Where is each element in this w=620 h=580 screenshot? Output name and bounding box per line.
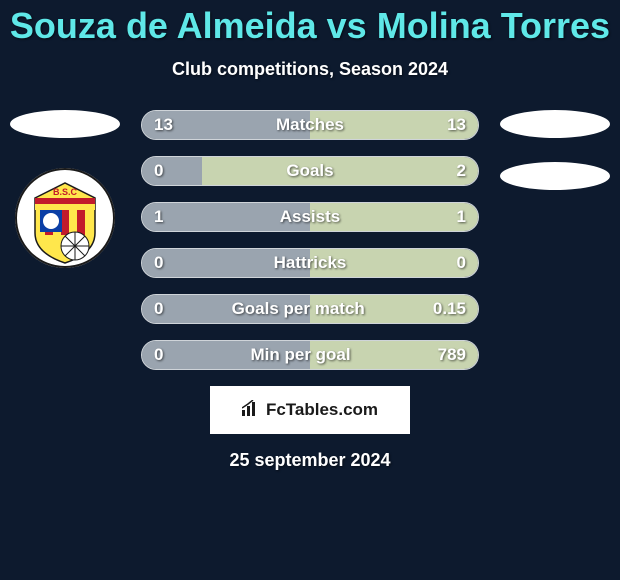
bar-chart-icon (242, 400, 260, 421)
stat-bar: 0Goals per match0.15 (141, 294, 479, 324)
stat-label: Goals per match (163, 299, 432, 319)
stat-value-right: 1 (457, 207, 466, 227)
svg-text:B.S.C: B.S.C (53, 187, 78, 197)
right-player-col (495, 110, 615, 190)
stat-label: Goals (163, 161, 456, 181)
date-line: 25 september 2024 (229, 450, 390, 471)
left-player-name-ellipse (10, 110, 120, 138)
stat-value-right: 13 (447, 115, 466, 135)
stat-value-left: 1 (154, 207, 163, 227)
stat-value-right: 2 (457, 161, 466, 181)
stat-label: Min per goal (163, 345, 437, 365)
stat-bar: 0Min per goal789 (141, 340, 479, 370)
source-logo: FcTables.com (210, 386, 410, 434)
stat-value-right: 0 (457, 253, 466, 273)
subtitle: Club competitions, Season 2024 (172, 59, 448, 80)
stat-bar: 13Matches13 (141, 110, 479, 140)
page-title: Souza de Almeida vs Molina Torres (10, 5, 610, 47)
stat-bar: 0Hattricks0 (141, 248, 479, 278)
stats-bars: 13Matches130Goals21Assists10Hattricks00G… (135, 110, 485, 370)
stat-value-left: 13 (154, 115, 173, 135)
comparison-card: Souza de Almeida vs Molina Torres Club c… (0, 0, 620, 580)
stat-label: Matches (173, 115, 447, 135)
stat-value-right: 0.15 (433, 299, 466, 319)
left-club-badge-icon: B.S.C (15, 168, 115, 268)
source-logo-text: FcTables.com (266, 400, 378, 420)
right-club-ellipse (500, 162, 610, 190)
right-player-name-ellipse (500, 110, 610, 138)
stat-value-left: 0 (154, 253, 163, 273)
stat-value-left: 0 (154, 161, 163, 181)
left-player-col: B.S.C (5, 110, 125, 268)
stat-label: Hattricks (163, 253, 456, 273)
stat-value-right: 789 (438, 345, 466, 365)
stat-value-left: 0 (154, 299, 163, 319)
stat-bar: 0Goals2 (141, 156, 479, 186)
stat-bar: 1Assists1 (141, 202, 479, 232)
stat-value-left: 0 (154, 345, 163, 365)
stat-label: Assists (163, 207, 456, 227)
content-row: B.S.C 13Matches130Goals21Assists10Hattri… (0, 110, 620, 370)
